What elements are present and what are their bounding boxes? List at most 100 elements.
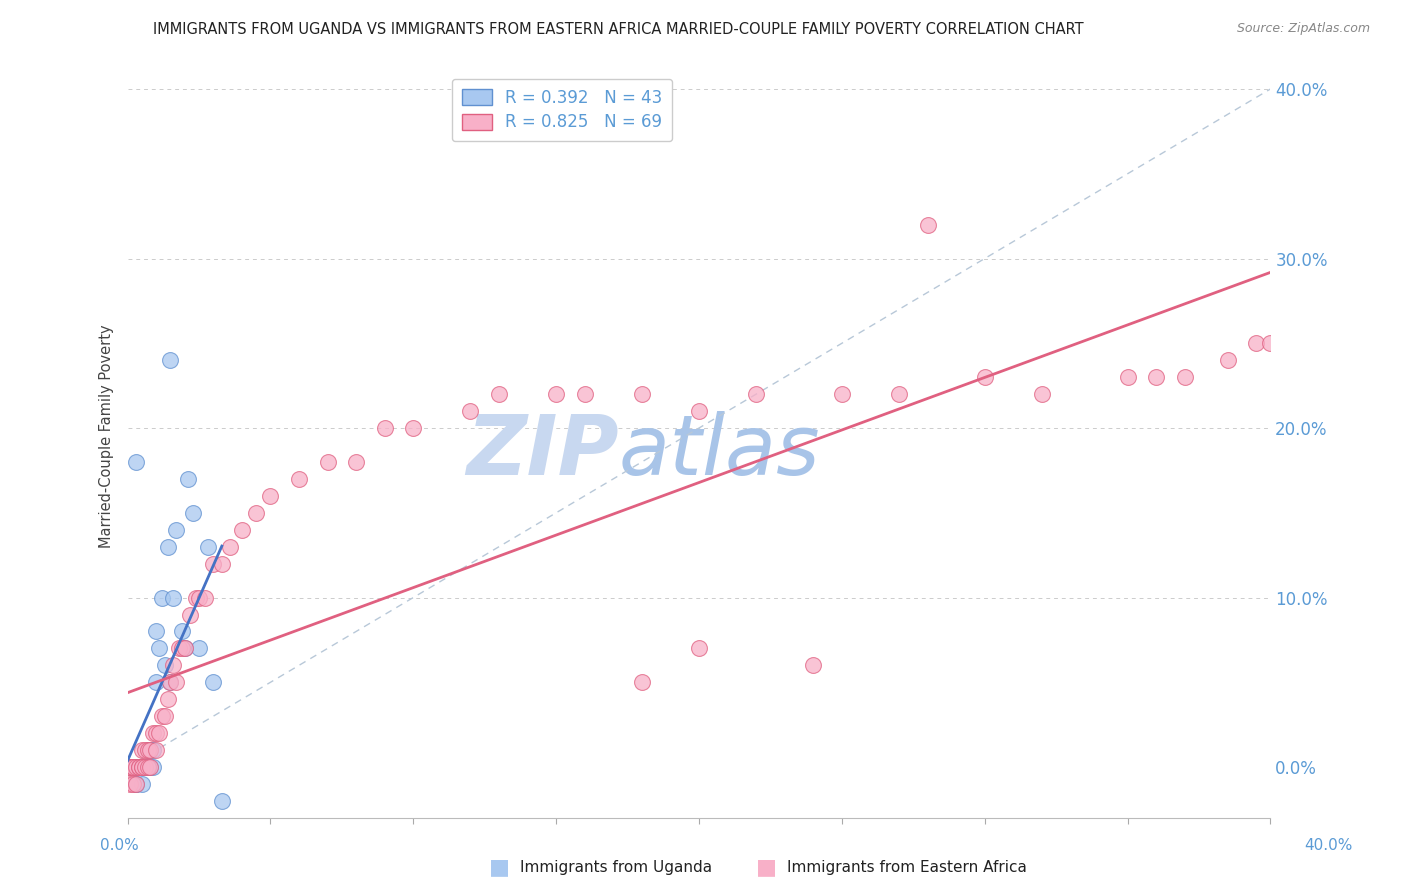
- Point: [145, 675, 167, 690]
- Point: [831, 387, 853, 401]
- Point: [259, 489, 281, 503]
- Point: [887, 387, 910, 401]
- Point: [1244, 336, 1267, 351]
- Point: [128, 760, 150, 774]
- Point: [128, 760, 150, 774]
- Point: [118, 760, 141, 774]
- Point: [134, 760, 156, 774]
- Point: [120, 760, 142, 774]
- Point: [159, 675, 181, 690]
- Point: [122, 760, 145, 774]
- Point: [134, 743, 156, 757]
- Point: [122, 760, 145, 774]
- Point: [1260, 336, 1282, 351]
- Point: [402, 421, 425, 435]
- Point: [211, 557, 233, 571]
- Point: [136, 760, 159, 774]
- Point: [1174, 370, 1197, 384]
- Point: [118, 760, 141, 774]
- Point: [128, 760, 150, 774]
- Legend: R = 0.392   N = 43, R = 0.825   N = 69: R = 0.392 N = 43, R = 0.825 N = 69: [451, 78, 672, 142]
- Point: [150, 709, 173, 723]
- Point: [145, 726, 167, 740]
- Point: [688, 404, 710, 418]
- Point: [150, 591, 173, 605]
- Point: [120, 777, 142, 791]
- Point: [125, 455, 148, 469]
- Point: [165, 523, 187, 537]
- Point: [139, 760, 162, 774]
- Point: [131, 777, 153, 791]
- Point: [170, 641, 193, 656]
- Point: [460, 404, 482, 418]
- Point: [153, 658, 176, 673]
- Point: [162, 658, 184, 673]
- Point: [136, 743, 159, 757]
- Point: [120, 760, 142, 774]
- Point: [148, 726, 170, 740]
- Point: [156, 692, 179, 706]
- Point: [136, 760, 159, 774]
- Point: [184, 591, 207, 605]
- Point: [128, 760, 150, 774]
- Point: [630, 387, 652, 401]
- Point: [136, 760, 159, 774]
- Point: [139, 743, 162, 757]
- Point: [136, 743, 159, 757]
- Point: [125, 777, 148, 791]
- Point: [917, 218, 939, 232]
- Point: [1116, 370, 1139, 384]
- Point: [245, 506, 267, 520]
- Point: [120, 760, 142, 774]
- Point: [181, 506, 204, 520]
- Point: [153, 709, 176, 723]
- Point: [122, 760, 145, 774]
- Text: Immigrants from Eastern Africa: Immigrants from Eastern Africa: [787, 860, 1028, 874]
- Point: [122, 760, 145, 774]
- Text: IMMIGRANTS FROM UGANDA VS IMMIGRANTS FROM EASTERN AFRICA MARRIED-COUPLE FAMILY P: IMMIGRANTS FROM UGANDA VS IMMIGRANTS FRO…: [153, 22, 1084, 37]
- Point: [122, 777, 145, 791]
- Point: [139, 743, 162, 757]
- Text: ZIP: ZIP: [467, 411, 619, 492]
- Point: [630, 675, 652, 690]
- Point: [176, 472, 198, 486]
- Point: [179, 607, 201, 622]
- Point: [159, 353, 181, 368]
- Point: [125, 760, 148, 774]
- Point: [173, 641, 195, 656]
- Point: [973, 370, 995, 384]
- Point: [159, 675, 181, 690]
- Point: [188, 591, 211, 605]
- Text: 0.0%: 0.0%: [100, 838, 139, 853]
- Point: [131, 760, 153, 774]
- Point: [125, 760, 148, 774]
- Text: ■: ■: [756, 857, 776, 877]
- Point: [142, 760, 165, 774]
- Point: [134, 760, 156, 774]
- Point: [288, 472, 311, 486]
- Point: [139, 760, 162, 774]
- Point: [1031, 387, 1053, 401]
- Point: [134, 760, 156, 774]
- Point: [801, 658, 824, 673]
- Point: [156, 540, 179, 554]
- Point: [488, 387, 510, 401]
- Text: Source: ZipAtlas.com: Source: ZipAtlas.com: [1237, 22, 1371, 36]
- Point: [316, 455, 339, 469]
- Point: [145, 743, 167, 757]
- Point: [574, 387, 596, 401]
- Point: [142, 726, 165, 740]
- Point: [211, 794, 233, 808]
- Point: [131, 760, 153, 774]
- Text: atlas: atlas: [619, 411, 821, 492]
- Point: [125, 777, 148, 791]
- Point: [194, 591, 217, 605]
- Point: [121, 760, 143, 774]
- Point: [745, 387, 768, 401]
- Point: [1216, 353, 1239, 368]
- Point: [170, 624, 193, 639]
- Point: [374, 421, 396, 435]
- Point: [231, 523, 253, 537]
- Text: 40.0%: 40.0%: [1305, 838, 1353, 853]
- Point: [202, 557, 225, 571]
